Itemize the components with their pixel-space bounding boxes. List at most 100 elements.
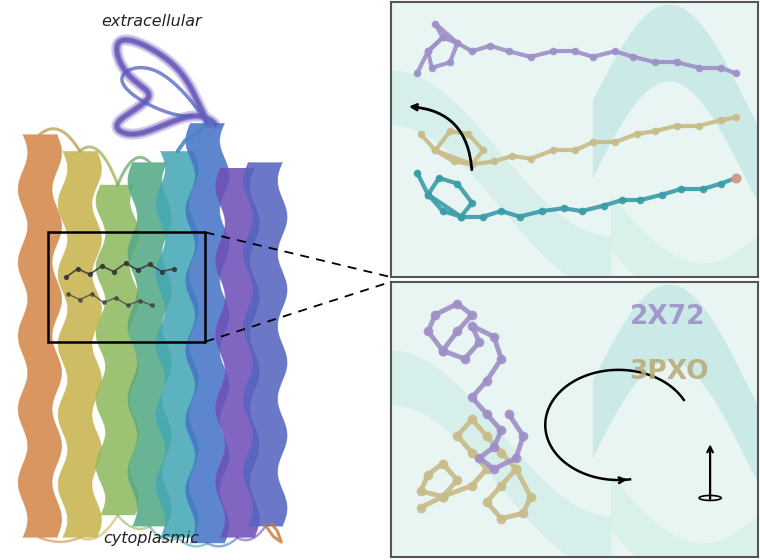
Point <box>462 129 474 138</box>
Bar <box>48 232 205 342</box>
Point <box>411 69 423 78</box>
Point <box>609 138 621 147</box>
Point <box>488 332 500 341</box>
Point <box>510 465 522 474</box>
Point <box>576 207 588 216</box>
Point <box>587 138 599 147</box>
Point <box>451 475 464 484</box>
Point <box>598 201 610 210</box>
Point <box>510 454 522 463</box>
Point <box>488 442 500 451</box>
Polygon shape <box>128 162 171 526</box>
Point <box>466 198 478 207</box>
Point <box>415 487 427 496</box>
Polygon shape <box>96 185 139 515</box>
Text: cytoplasmic: cytoplasmic <box>103 531 200 546</box>
Point <box>536 207 548 216</box>
Point <box>697 185 709 194</box>
Point <box>488 157 500 166</box>
Point <box>514 212 526 221</box>
Point <box>422 47 434 56</box>
Point <box>448 157 460 166</box>
Text: extracellular: extracellular <box>101 14 202 29</box>
Point <box>568 47 581 56</box>
Polygon shape <box>611 474 758 560</box>
Polygon shape <box>156 151 199 538</box>
Point <box>649 58 661 67</box>
Point <box>451 39 464 48</box>
Point <box>524 492 537 501</box>
Point <box>480 498 492 507</box>
Point <box>496 207 508 216</box>
Point <box>436 492 448 501</box>
Point <box>429 146 442 155</box>
Point <box>635 195 647 204</box>
Point <box>451 432 464 441</box>
Point <box>473 338 486 347</box>
Point <box>496 514 508 523</box>
Point <box>496 448 508 457</box>
Point <box>657 190 669 199</box>
Point <box>473 454 486 463</box>
Point <box>444 127 456 136</box>
Point <box>458 354 470 363</box>
Point <box>715 116 727 125</box>
Point <box>502 409 515 418</box>
Point <box>627 52 639 61</box>
Point <box>480 432 492 441</box>
Point <box>480 376 492 385</box>
Point <box>422 47 434 56</box>
Point <box>730 69 742 78</box>
Point <box>466 310 478 319</box>
Point <box>496 354 508 363</box>
Point <box>488 465 500 474</box>
Point <box>649 127 661 136</box>
Point <box>546 47 559 56</box>
Point <box>480 465 492 474</box>
Point <box>451 39 464 48</box>
Point <box>436 346 448 355</box>
Point <box>524 52 537 61</box>
Point <box>422 190 434 199</box>
Point <box>693 121 705 130</box>
Point <box>730 174 742 183</box>
Point <box>422 470 434 479</box>
Point <box>587 52 599 61</box>
Point <box>477 212 489 221</box>
Point <box>675 185 687 194</box>
Point <box>429 146 442 155</box>
Point <box>484 41 496 50</box>
Point <box>466 448 478 457</box>
Point <box>451 327 464 336</box>
Point <box>466 321 478 330</box>
Point <box>466 160 478 169</box>
Point <box>518 432 530 441</box>
Point <box>631 129 643 138</box>
Point <box>451 179 464 188</box>
Point <box>466 47 478 56</box>
Polygon shape <box>59 151 101 538</box>
Point <box>524 154 537 163</box>
Point <box>730 113 742 122</box>
Point <box>715 179 727 188</box>
Point <box>422 190 434 199</box>
Point <box>411 168 423 177</box>
Point <box>506 152 518 161</box>
Polygon shape <box>391 351 611 560</box>
Point <box>466 481 478 490</box>
Point <box>568 146 581 155</box>
Point <box>496 426 508 435</box>
Point <box>546 146 559 155</box>
Polygon shape <box>593 4 760 235</box>
Point <box>496 481 508 490</box>
Polygon shape <box>593 284 760 515</box>
Point <box>609 47 621 56</box>
Point <box>455 212 467 221</box>
Text: 2X72: 2X72 <box>629 304 705 330</box>
Point <box>730 174 742 183</box>
Polygon shape <box>244 162 287 526</box>
Point <box>436 33 448 42</box>
Point <box>671 58 683 67</box>
Point <box>436 459 448 468</box>
Point <box>693 63 705 72</box>
